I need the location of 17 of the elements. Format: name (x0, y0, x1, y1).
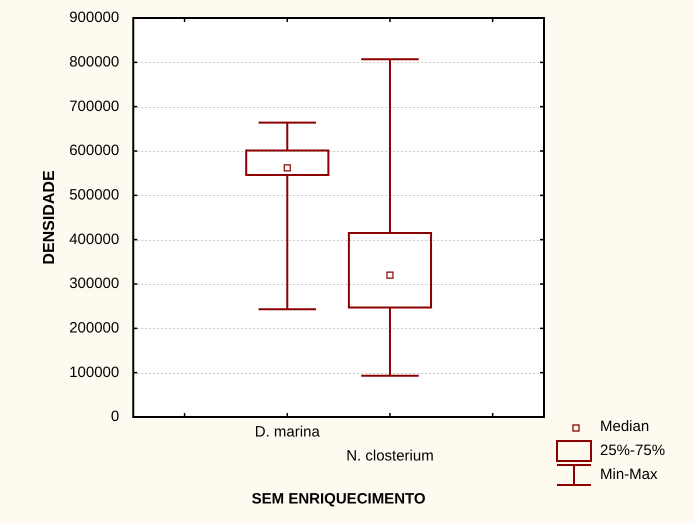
y-tick-label: 800000 (69, 53, 120, 70)
y-tick-label: 200000 (69, 319, 120, 336)
text: 25%-75% (600, 442, 666, 459)
y-tick-label: 100000 (69, 364, 120, 381)
x-tick-label: N. closterium (346, 448, 434, 465)
y-tick-label: 0 (110, 408, 120, 426)
y-tick-label: 300000 (69, 275, 120, 292)
y-tick-label: 700000 (69, 98, 120, 115)
y-tick-label: 400000 (69, 230, 120, 248)
y-tick-label: 900000 (69, 9, 120, 26)
text: Min-Max (600, 466, 658, 483)
y-tick-label: 500000 (69, 186, 120, 204)
text: Median (600, 418, 650, 435)
x-axis-title: SEM ENRIQUECIMENTO (252, 490, 426, 508)
y-tick-label: 600000 (69, 142, 120, 160)
y-axis-title: DENSIDADE (41, 170, 58, 265)
x-tick-label: D. marina (254, 424, 320, 441)
